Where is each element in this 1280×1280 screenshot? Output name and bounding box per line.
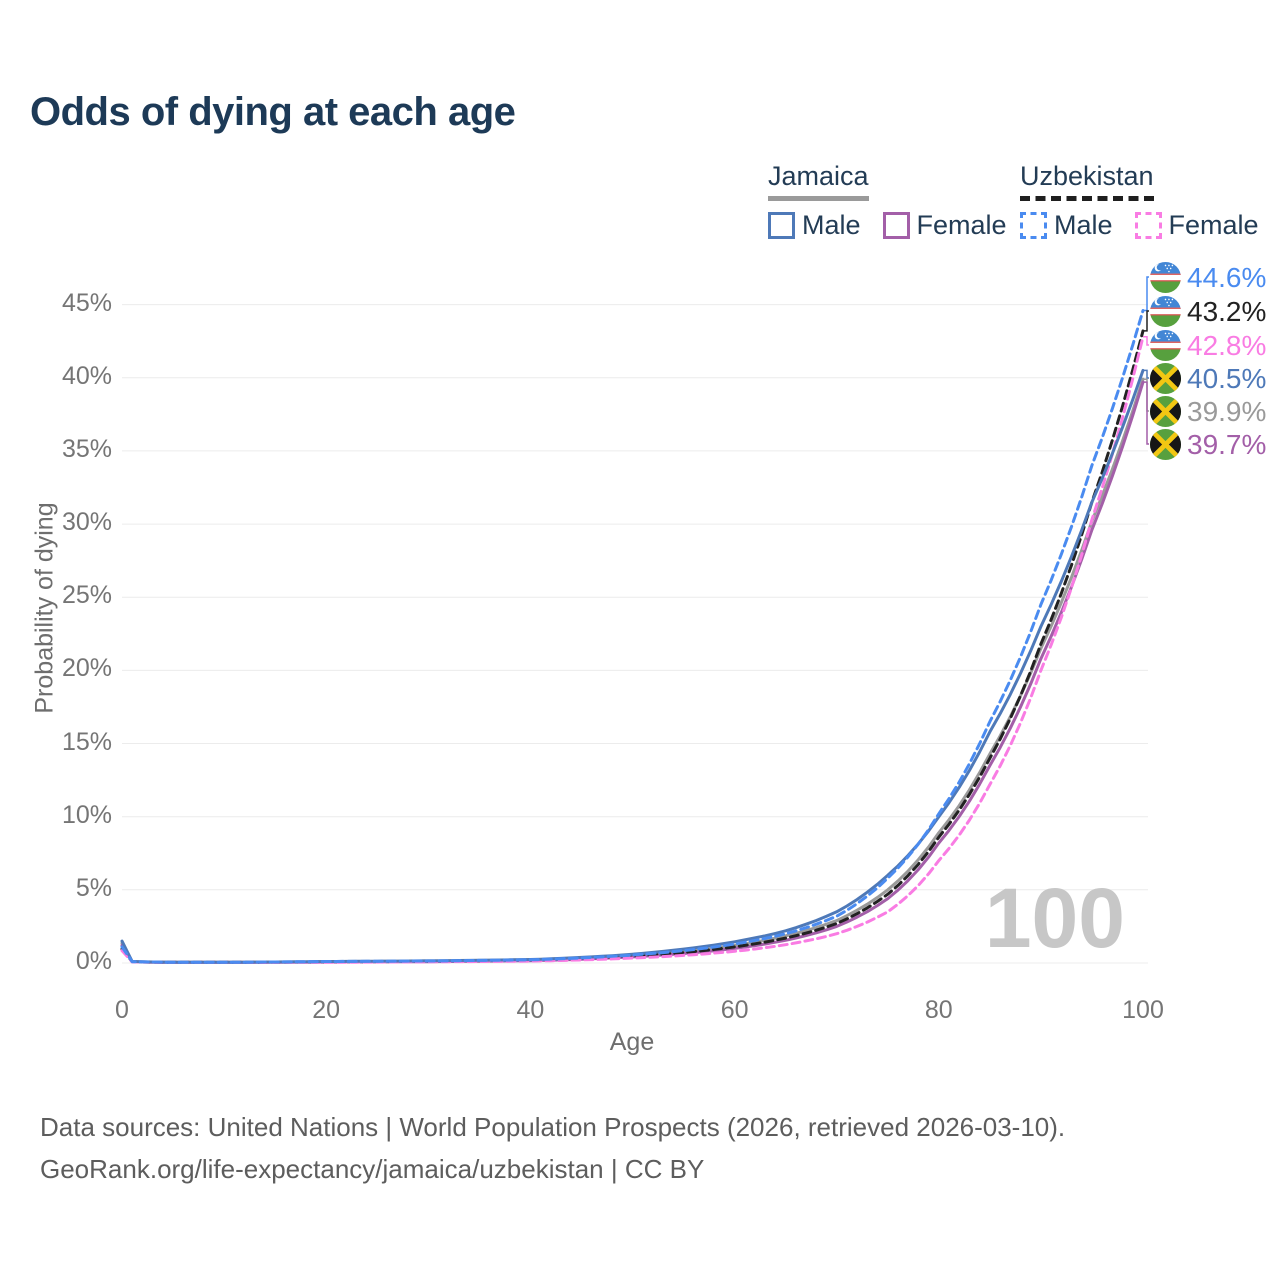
x-tick-label: 100: [1122, 996, 1164, 1024]
end-value: 39.9%: [1187, 395, 1267, 427]
end-value: 40.5%: [1187, 362, 1267, 394]
attribution-line: GeoRank.org/life-expectancy/jamaica/uzbe…: [40, 1154, 705, 1184]
end-label-jamaica-female: 39.7%: [1150, 428, 1266, 461]
legend-item-jamaica-female[interactable]: Female: [882, 210, 1007, 241]
y-tick-label: 10%: [61, 800, 112, 829]
legend-item-label: Female: [1168, 210, 1259, 240]
jamaica-flag-icon: [1150, 363, 1181, 394]
x-tick-label: 20: [312, 996, 341, 1024]
end-label-uzbekistan-female: 42.8%: [1150, 329, 1266, 362]
legend-item-uzbekistan-male[interactable]: Male: [1020, 210, 1113, 241]
uzbekistan-flag-icon: [1150, 330, 1181, 361]
y-tick-label: 20%: [61, 654, 112, 683]
y-tick-label: 30%: [61, 508, 112, 537]
y-tick-label: 15%: [61, 727, 112, 756]
legend-item-label: Female: [916, 210, 1007, 240]
legend-group-jamaica: Jamaica Male Female: [768, 161, 1007, 241]
end-value: 39.7%: [1187, 428, 1267, 460]
end-value: 42.8%: [1187, 329, 1267, 361]
series-line-uzbekistan-female: [120, 335, 1145, 964]
data-source-line: Data sources: United Nations | World Pop…: [40, 1112, 1066, 1142]
end-label-uzbekistan-male: 44.6%: [1150, 261, 1266, 294]
legend-group-uzbekistan: Uzbekistan Male Female: [1020, 161, 1259, 241]
x-tick-label: 80: [924, 996, 953, 1024]
end-label-connector: [1143, 310, 1149, 332]
x-tick-label: 60: [720, 996, 749, 1024]
y-tick-label: 5%: [75, 873, 112, 902]
jamaica-female-swatch-icon: [882, 212, 910, 239]
x-tick-label: 0: [115, 996, 129, 1024]
y-tick-label: 35%: [61, 434, 112, 463]
legend-item-jamaica-male[interactable]: Male: [768, 210, 861, 241]
uzbekistan-flag-icon: [1150, 262, 1181, 293]
y-tick-label: 25%: [61, 581, 112, 610]
end-label-jamaica-male: 40.5%: [1150, 362, 1266, 395]
page-title: Odds of dying at each age: [30, 90, 516, 134]
legend-country-label: Uzbekistan: [1020, 161, 1154, 191]
series-line-uzbekistan-both: [120, 329, 1145, 964]
jamaica-flag-icon: [1150, 396, 1181, 427]
x-tick-label: 40: [516, 996, 545, 1024]
y-tick-label: 0%: [75, 947, 112, 975]
legend-item-uzbekistan-female[interactable]: Female: [1134, 210, 1259, 241]
end-value: 44.6%: [1187, 261, 1267, 293]
end-label-connector: [1143, 381, 1149, 445]
end-label-uzbekistan-both: 43.2%: [1150, 295, 1266, 328]
legend-country-label: Jamaica: [768, 161, 869, 191]
legend-country-jamaica[interactable]: Jamaica: [768, 161, 869, 201]
uzbekistan-line-style-swatch: [1020, 196, 1154, 201]
end-label-connector: [1143, 276, 1149, 312]
jamaica-male-swatch-icon: [768, 212, 795, 239]
watermark-age: 100: [984, 871, 1125, 965]
jamaica-line-style-swatch: [768, 196, 869, 201]
end-value: 43.2%: [1187, 295, 1267, 327]
series-line-uzbekistan-male: [120, 309, 1145, 964]
legend-country-uzbekistan[interactable]: Uzbekistan: [1020, 161, 1154, 201]
jamaica-flag-icon: [1150, 429, 1181, 460]
y-tick-label: 45%: [61, 288, 112, 317]
uzbekistan-female-swatch-icon: [1134, 212, 1162, 239]
footer: Data sources: United Nations | World Pop…: [40, 1106, 1065, 1190]
uzbekistan-male-swatch-icon: [1020, 212, 1047, 239]
end-label-connector: [1143, 336, 1149, 346]
legend-item-label: Male: [1054, 210, 1113, 240]
uzbekistan-flag-icon: [1150, 296, 1181, 327]
x-axis-title: Age: [609, 1028, 655, 1056]
end-label-connector: [1143, 369, 1149, 379]
legend-item-label: Male: [802, 210, 861, 240]
y-tick-label: 40%: [61, 361, 112, 390]
end-label-jamaica-both: 39.9%: [1150, 395, 1266, 428]
